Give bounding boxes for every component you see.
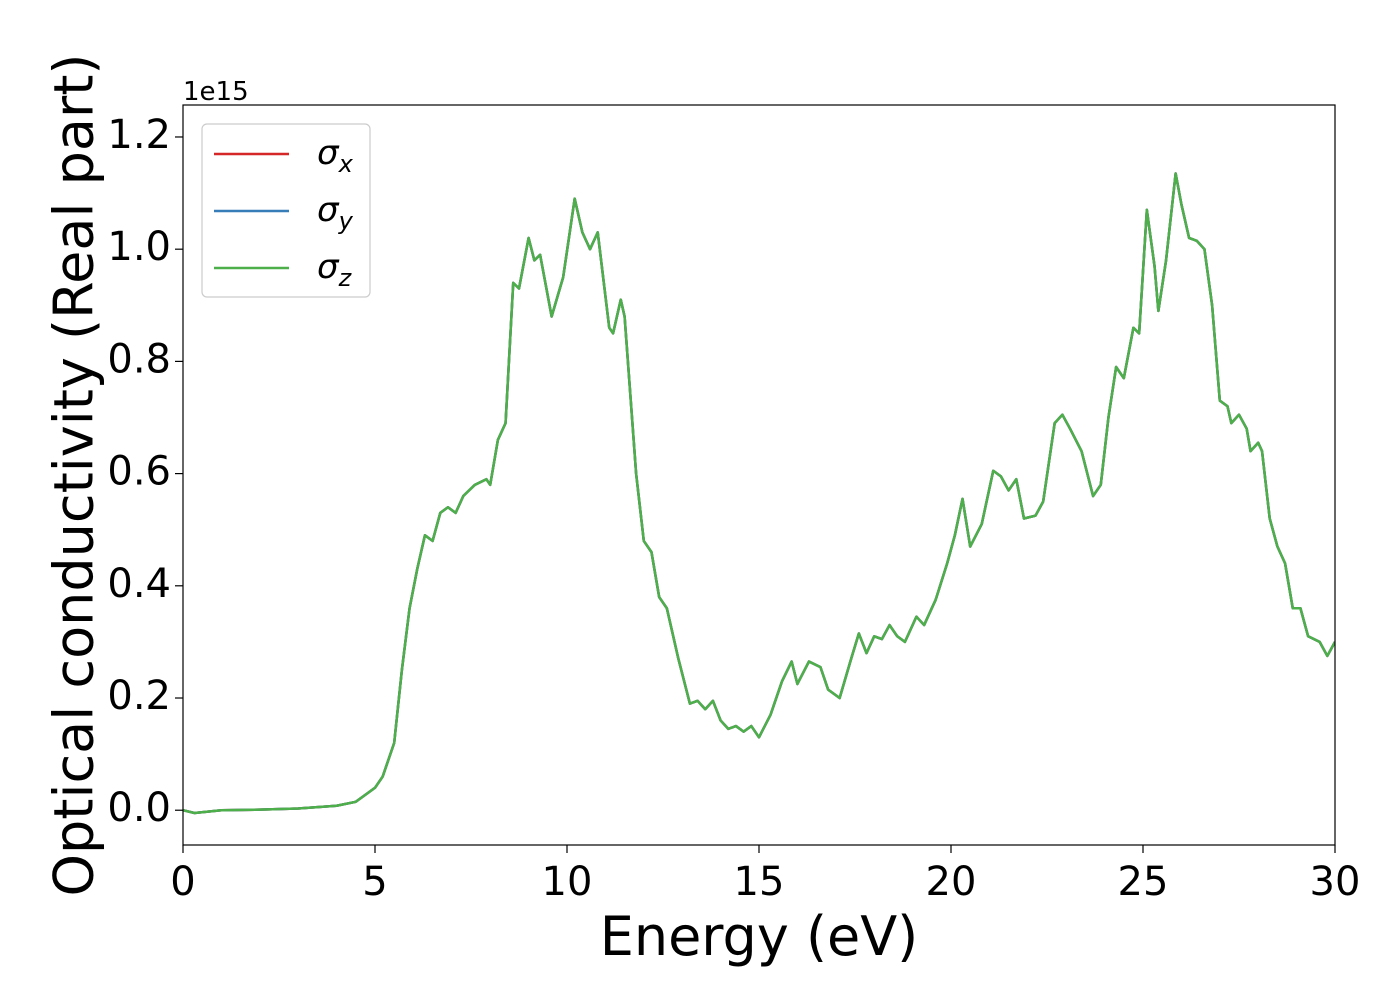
y-tick-label: 0.4 <box>107 561 171 607</box>
x-axis-label: Energy (eV) <box>600 905 919 968</box>
x-tick-label: 15 <box>734 859 785 905</box>
x-tick-label: 25 <box>1118 859 1169 905</box>
legend-label: σz <box>317 247 353 292</box>
x-tick-label: 20 <box>926 859 977 905</box>
x-tick-label: 10 <box>542 859 593 905</box>
x-tick-label: 30 <box>1310 859 1361 905</box>
y-tick-label: 0.0 <box>107 785 171 831</box>
legend-label: σy <box>317 190 354 235</box>
plot-frame <box>182 104 1336 846</box>
y-tick-label: 0.8 <box>107 336 171 382</box>
x-tick-label: 0 <box>170 859 195 905</box>
plot-area <box>183 105 1335 845</box>
y-tick-label: 0.6 <box>107 449 171 495</box>
y-axis-label: Optical conductivity (Real part) <box>43 54 106 897</box>
series-line <box>183 172 1335 815</box>
y-tick-label: 0.2 <box>107 673 171 719</box>
x-tick-label: 5 <box>362 859 387 905</box>
y-tick-label: 1.0 <box>107 224 171 270</box>
offset-label: 1e15 <box>183 77 249 107</box>
legend-label: σx <box>317 133 354 178</box>
y-tick-label: 1.2 <box>107 112 171 158</box>
